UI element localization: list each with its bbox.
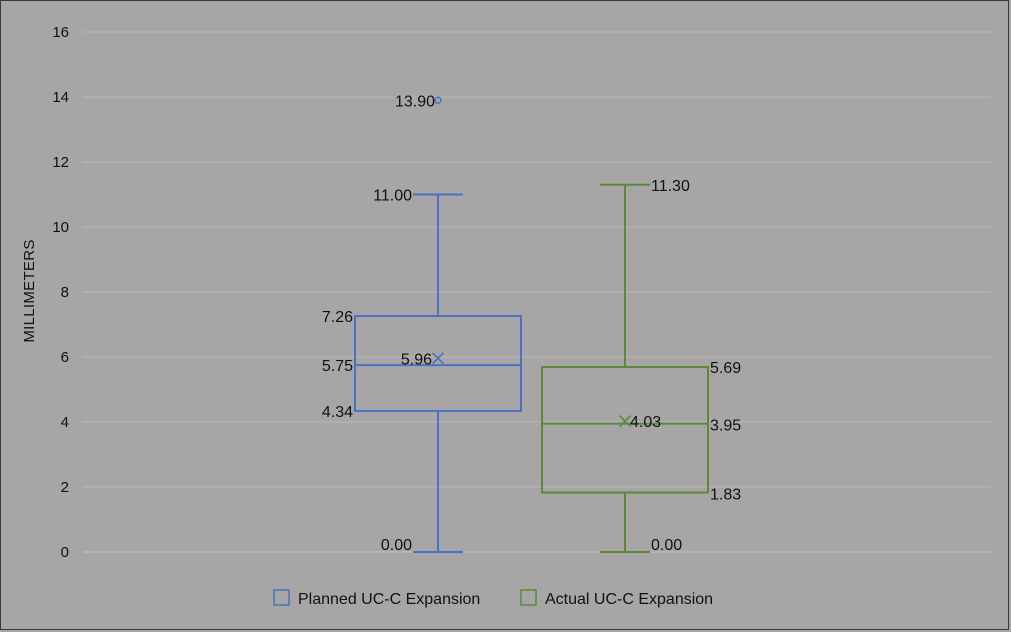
y-tick-label: 14 <box>52 89 69 106</box>
y-axis: 0 2 4 6 8 10 12 14 16 <box>52 24 69 561</box>
y-tick-label: 16 <box>52 24 69 41</box>
y-tick-label: 2 <box>61 479 69 496</box>
box-actual: 11.30 5.69 3.95 1.83 0.00 4.03 <box>541 178 741 554</box>
y-tick-label: 10 <box>52 219 69 236</box>
box-series: 11.00 7.26 5.75 4.34 0.00 5.96 13.90 11.30 5.69 3… <box>322 93 741 554</box>
legend-swatch <box>273 589 290 606</box>
median-label: 3.95 <box>710 418 741 435</box>
outlier-label: 13.90 <box>395 93 435 110</box>
iqr-box <box>541 366 709 494</box>
y-axis-label: MILLIMETERS <box>21 239 38 342</box>
q1-label: 4.34 <box>322 404 353 421</box>
y-tick-label: 12 <box>52 154 69 171</box>
box-planned: 11.00 7.26 5.75 4.34 0.00 5.96 13.90 <box>322 93 522 554</box>
max-label: 11.00 <box>373 188 412 205</box>
q3-label: 7.26 <box>322 309 353 326</box>
legend: Planned UC-C Expansion Actual UC-C Expans… <box>273 589 713 608</box>
legend-label: Actual UC-C Expansion <box>545 591 713 608</box>
mean-label: 5.96 <box>401 351 432 368</box>
q3-label: 5.69 <box>710 360 741 377</box>
y-tick-label: 6 <box>61 349 69 366</box>
outlier-point <box>434 96 442 104</box>
y-tick-label: 8 <box>61 284 69 301</box>
mean-marker <box>431 352 445 365</box>
min-label: 0.00 <box>381 537 412 554</box>
q1-label: 1.83 <box>710 487 741 504</box>
legend-label: Planned UC-C Expansion <box>298 591 480 608</box>
legend-swatch <box>520 589 537 606</box>
median-label: 5.75 <box>322 358 353 375</box>
iqr-box <box>354 315 522 412</box>
gridlines <box>83 31 991 553</box>
max-label: 11.30 <box>651 178 690 195</box>
mean-marker <box>618 414 632 428</box>
y-tick-label: 4 <box>61 414 69 431</box>
mean-label: 4.03 <box>630 414 661 431</box>
y-tick-label: 0 <box>61 544 69 561</box>
min-label: 0.00 <box>651 537 682 554</box>
